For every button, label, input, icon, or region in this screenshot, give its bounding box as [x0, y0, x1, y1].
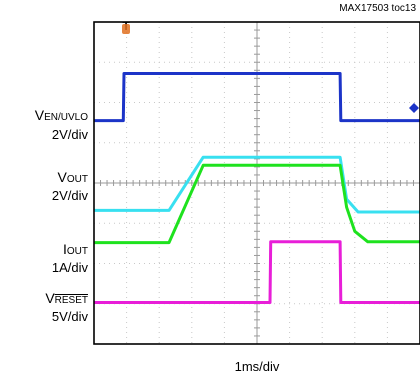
channel-symbol: I	[63, 241, 67, 257]
trigger-marker-icon: T	[122, 19, 130, 34]
time-scale-label: 1ms/div	[235, 359, 280, 374]
svg-text:VRESET: VRESET	[45, 290, 88, 306]
svg-text:VEN/UVLO: VEN/UVLO	[35, 107, 88, 123]
svg-text:VOUT: VOUT	[58, 169, 88, 185]
channel-scale: 2V/div	[52, 127, 89, 142]
trace-vout	[94, 155, 420, 214]
figure-id: MAX17503 toc13	[339, 3, 416, 14]
channel-subscript: OUT	[67, 174, 88, 185]
channel-label-en-uvlo: VEN/UVLO 2V/div	[35, 107, 89, 142]
trace-vreset	[94, 240, 420, 304]
channel-label-vout: VOUT 2V/div	[52, 169, 89, 203]
trace-ven-uvlo	[94, 72, 420, 123]
plot-frame	[93, 21, 420, 345]
channel-label-reset: VRESET 5V/div	[45, 290, 88, 324]
channel-symbol: V	[58, 169, 68, 185]
channel-subscript: EN/UVLO	[44, 112, 88, 123]
channel-scale: 5V/div	[52, 309, 89, 324]
traces	[94, 72, 420, 304]
trace-level-marker-icon	[409, 103, 419, 113]
channel-subscript: OUT	[67, 246, 88, 257]
channel-symbol: V	[45, 290, 55, 306]
channel-label-iout: IOUT 1A/div	[52, 241, 89, 275]
channel-scale: 2V/div	[52, 188, 89, 203]
channel-subscript: RESET	[55, 295, 88, 306]
channel-symbol: V	[35, 107, 45, 123]
grid	[93, 21, 420, 345]
trace-iout	[94, 163, 420, 245]
channel-scale: 1A/div	[52, 260, 89, 275]
svg-text:IOUT: IOUT	[63, 241, 88, 257]
